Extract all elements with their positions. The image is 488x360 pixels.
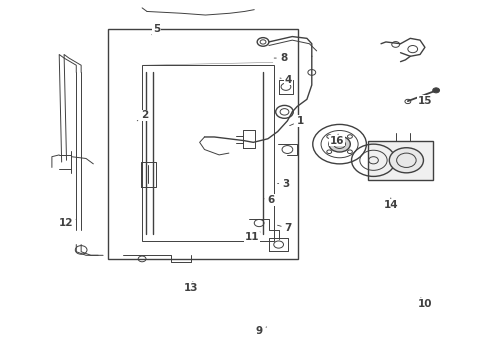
Bar <box>108 30 298 259</box>
Circle shape <box>432 88 439 93</box>
Text: 8: 8 <box>274 53 286 63</box>
Text: 6: 6 <box>264 195 274 205</box>
Bar <box>367 140 432 180</box>
Text: 7: 7 <box>277 224 291 233</box>
Text: 10: 10 <box>417 298 431 309</box>
Bar <box>142 65 273 241</box>
Text: 3: 3 <box>277 179 289 189</box>
Text: 4: 4 <box>280 75 291 85</box>
Text: 14: 14 <box>383 198 397 210</box>
Text: 11: 11 <box>244 232 260 242</box>
Text: 9: 9 <box>255 325 266 336</box>
Text: 16: 16 <box>329 134 344 145</box>
Circle shape <box>388 148 423 173</box>
Text: 5: 5 <box>152 24 160 35</box>
Text: 12: 12 <box>59 218 75 228</box>
Text: 1: 1 <box>289 116 304 126</box>
Circle shape <box>328 136 349 152</box>
Text: 15: 15 <box>417 96 431 106</box>
Text: 13: 13 <box>183 282 198 293</box>
Text: 2: 2 <box>137 111 148 121</box>
